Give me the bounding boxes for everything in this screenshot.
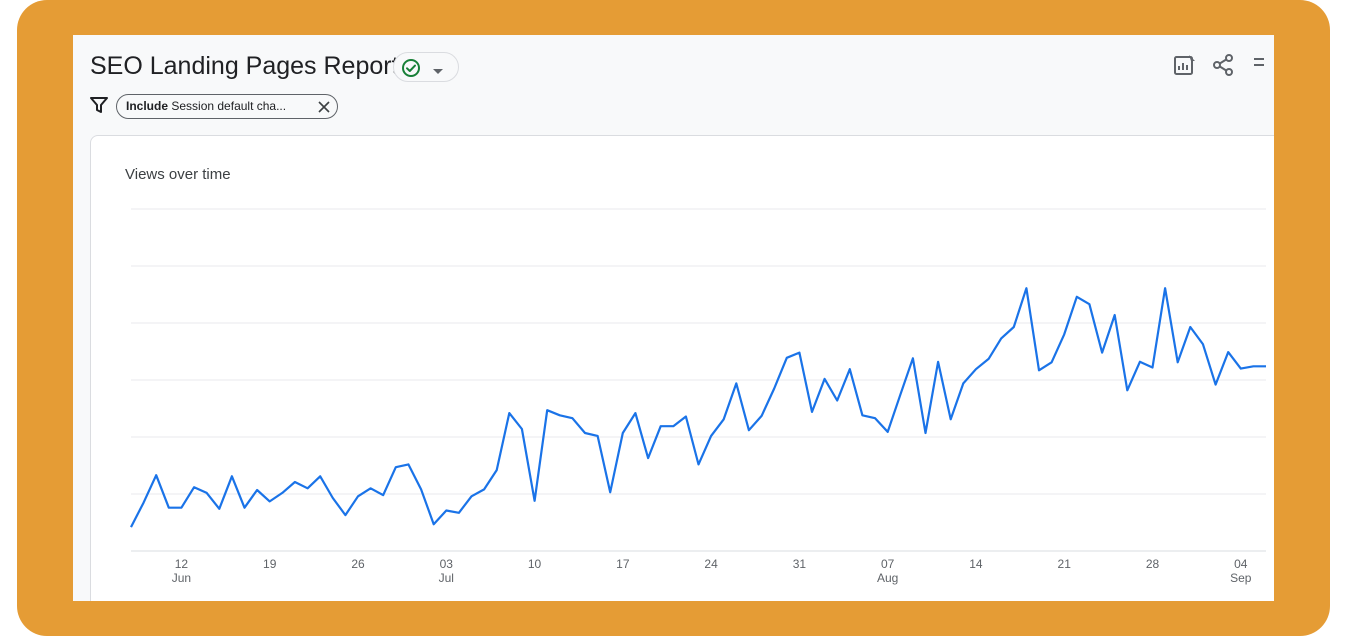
- x-tick-label: 04: [1234, 557, 1248, 571]
- x-tick-label: 17: [616, 557, 630, 571]
- x-tick-label: 24: [704, 557, 718, 571]
- check-circle-icon: [401, 58, 421, 83]
- page-title: SEO Landing Pages Report: [90, 52, 399, 80]
- x-tick-month-label: Jun: [172, 571, 191, 585]
- background-frame: SEO Landing Pages Report: [17, 0, 1330, 636]
- more-icon[interactable]: [1246, 52, 1272, 83]
- report-panel: SEO Landing Pages Report: [73, 35, 1274, 601]
- x-tick-month-label: Aug: [877, 571, 898, 585]
- views-series-line: [130, 287, 1266, 528]
- card-title: Views over time: [125, 166, 231, 183]
- x-tick-label: 19: [263, 557, 277, 571]
- x-tick-label: 07: [881, 557, 895, 571]
- share-icon[interactable]: [1210, 52, 1236, 83]
- x-tick-month-label: Sep: [1230, 571, 1252, 585]
- filter-include-label: Include: [126, 99, 169, 113]
- views-over-time-card: Views over time 12 Jun 19 26 03 Jul 10 17 24 31 07…: [90, 135, 1274, 601]
- x-tick-label: 28: [1146, 557, 1160, 571]
- filter-icon[interactable]: [90, 96, 108, 119]
- x-tick-label: 14: [969, 557, 983, 571]
- x-tick-label: 26: [351, 557, 365, 571]
- filter-chip[interactable]: Include Session default cha...: [116, 94, 338, 119]
- x-tick-label: 03: [440, 557, 454, 571]
- x-tick-label: 12: [175, 557, 189, 571]
- x-tick-label: 10: [528, 557, 542, 571]
- x-tick-label: 31: [793, 557, 807, 571]
- header-actions: [1164, 52, 1274, 78]
- status-dropdown[interactable]: [393, 52, 459, 82]
- close-icon[interactable]: [317, 99, 331, 122]
- x-tick-month-label: Jul: [439, 571, 454, 585]
- caret-down-icon: [432, 63, 444, 81]
- x-tick-label: 21: [1058, 557, 1072, 571]
- customize-report-icon[interactable]: [1172, 52, 1198, 83]
- filter-chip-text: Session default cha...: [171, 99, 287, 113]
